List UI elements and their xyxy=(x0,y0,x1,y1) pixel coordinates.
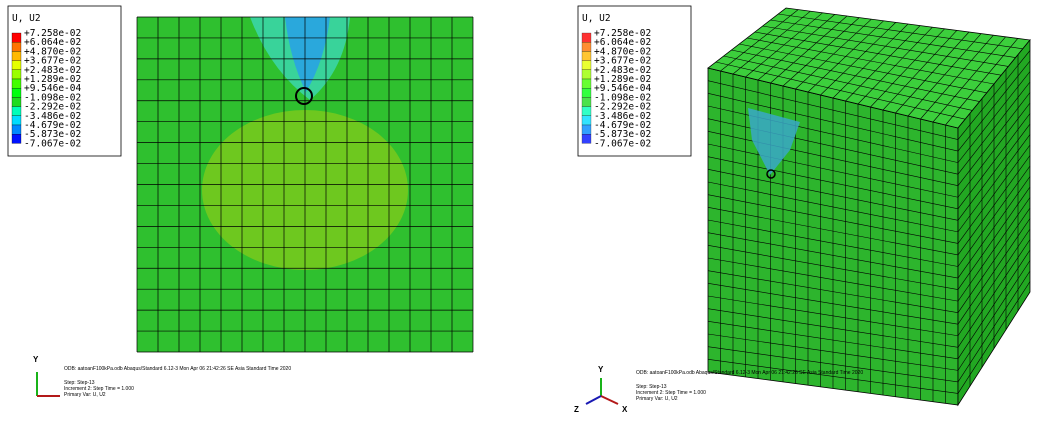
axis-label: Y xyxy=(33,355,39,364)
legend-swatch xyxy=(582,61,591,70)
axis-label: Y xyxy=(598,365,604,374)
legend-swatch xyxy=(582,125,591,134)
legend-swatch xyxy=(582,134,591,143)
legend-swatch xyxy=(582,79,591,88)
axis-label: X xyxy=(622,405,628,414)
legend-title: U, U2 xyxy=(582,13,611,24)
mesh-3d xyxy=(708,8,1030,405)
axis-label: Z xyxy=(574,405,579,414)
info-primary: Primary Var: U, U2 xyxy=(64,392,106,398)
screenshot: U, U2 Y ODB: aatoanF100kPa.odb Abaqus/St… xyxy=(0,0,1038,417)
panel-2d: U, U2 Y ODB: aatoanF100kPa.odb Abaqus/St… xyxy=(8,6,473,398)
legend-swatch xyxy=(582,33,591,42)
legend-swatch xyxy=(582,51,591,60)
legend-swatch xyxy=(12,33,21,42)
info-primary: Primary Var: U, U2 xyxy=(636,396,678,402)
legend-swatch xyxy=(582,70,591,79)
legend-label: -7.067e-02 xyxy=(24,138,81,149)
legend-swatch xyxy=(12,79,21,88)
panel-3d: U, U2 Y Z X ODB: aatoanF100kPa.odb Abaqu… xyxy=(574,6,1030,414)
legend-swatch xyxy=(582,116,591,125)
legend-swatch xyxy=(12,70,21,79)
legend-swatch xyxy=(582,97,591,106)
axis-arrow xyxy=(586,396,601,404)
legend-swatch xyxy=(582,42,591,51)
legend-swatch xyxy=(12,61,21,70)
legend-swatch xyxy=(12,116,21,125)
info-odb: ODB: aatoanF100kPa.odb Abaqus/Standard 6… xyxy=(636,370,863,376)
legend-swatch xyxy=(12,51,21,60)
legend-swatch xyxy=(12,107,21,116)
legend-swatch xyxy=(12,88,21,97)
legend-swatch xyxy=(582,107,591,116)
legend-swatch xyxy=(582,88,591,97)
legend-swatch xyxy=(12,134,21,143)
legend-swatch xyxy=(12,125,21,134)
axis-arrow xyxy=(601,396,618,404)
legend-swatch xyxy=(12,42,21,51)
info-odb: ODB: aatoanF100kPa.odb Abaqus/Standard 6… xyxy=(64,366,291,372)
legend-swatch xyxy=(12,97,21,106)
legend-label: -7.067e-02 xyxy=(594,138,651,149)
legend-title: U, U2 xyxy=(12,13,41,24)
